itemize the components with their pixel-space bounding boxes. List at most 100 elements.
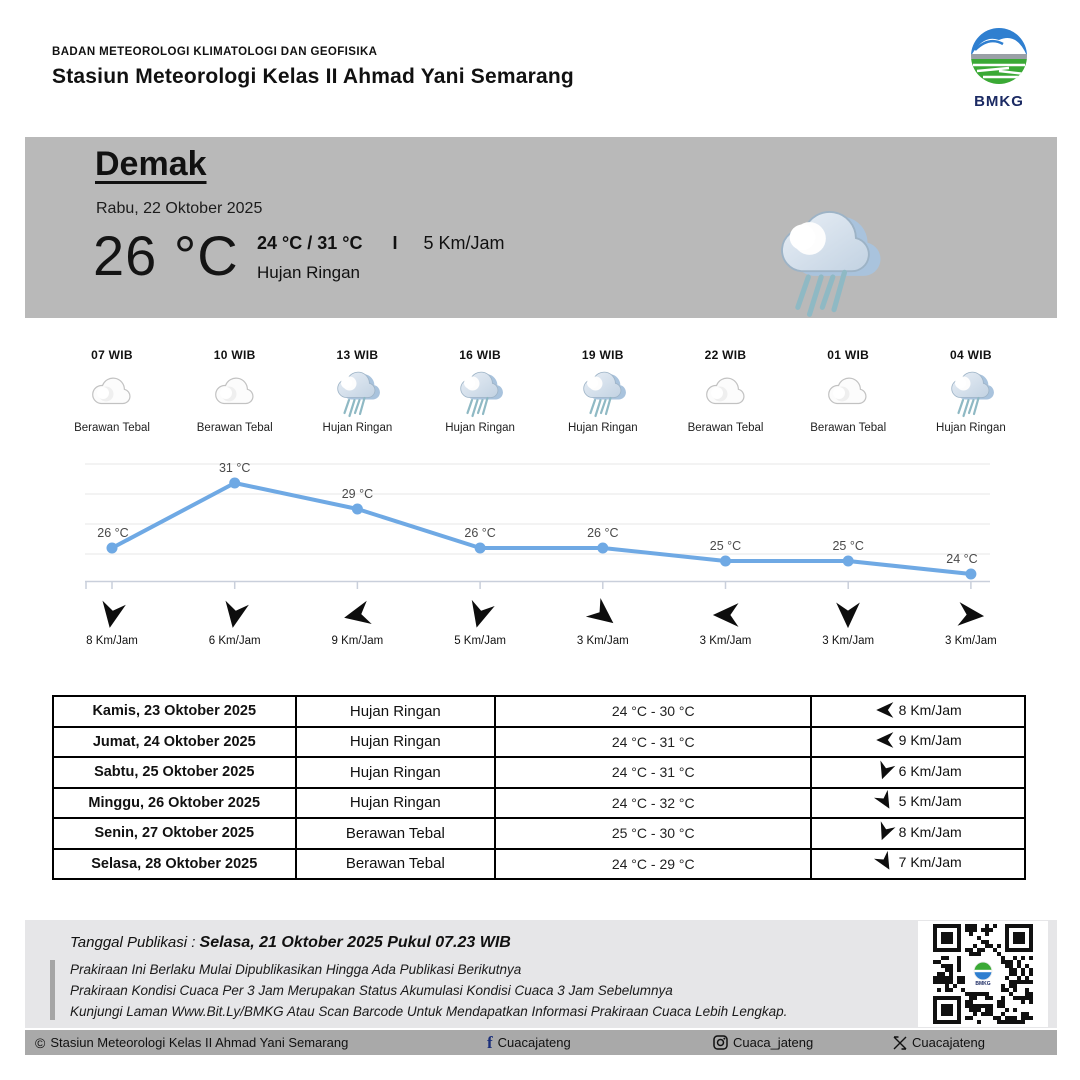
berawan-tebal-icon (702, 370, 750, 418)
wind-direction-arrow (711, 600, 741, 630)
page-title: Stasiun Meteorologi Kelas II Ahmad Yani … (52, 65, 574, 88)
wind-item: 3 Km/Jam (664, 600, 788, 647)
forecast-wind: 7 Km/Jam (810, 847, 1026, 880)
hour-condition: Hujan Ringan (567, 422, 638, 434)
berawan-tebal-icon (88, 370, 136, 418)
current-wind-speed: 5 Km/Jam (423, 233, 505, 253)
forecast-wind: 6 Km/Jam (810, 756, 1026, 789)
svg-text:25 °C: 25 °C (832, 539, 863, 553)
hour-label: 19 WIB (581, 348, 624, 362)
separator: I (392, 233, 398, 253)
forecast-wind: 5 Km/Jam (810, 786, 1026, 819)
current-date: Rabu, 22 Oktober 2025 (96, 200, 263, 217)
wind-direction-arrow (955, 599, 988, 632)
facebook-handle[interactable]: Cuacajateng (497, 1035, 571, 1050)
hourly-item: 19 WIB Hujan Ringan (541, 348, 665, 434)
banner-details: 24 °C / 31 °C I 5 Km/Jam Hujan Ringan (257, 233, 505, 283)
hour-label: 22 WIB (704, 348, 747, 362)
facebook-link[interactable]: f Cuacajateng (487, 1030, 571, 1055)
hujan-ringan-icon (947, 370, 995, 418)
hourly-item: 04 WIB Hujan Ringan (909, 348, 1033, 434)
hujan-ringan-icon (456, 370, 504, 418)
wind-direction-arrow (217, 598, 252, 633)
qr-code: BMKG (918, 921, 1048, 1027)
wind-speed-label: 9 Km/Jam (331, 635, 384, 647)
hour-label: 04 WIB (949, 348, 992, 362)
instagram-link[interactable]: Cuaca_jateng (713, 1030, 813, 1055)
forecast-condition: Hujan Ringan (294, 695, 497, 728)
forecast-date: Minggu, 26 Oktober 2025 (52, 786, 297, 819)
forecast-condition: Hujan Ringan (294, 725, 497, 758)
bmkg-logo-label: BMKG (974, 93, 1024, 110)
wind-direction-arrow (871, 849, 898, 876)
forecast-date: Senin, 27 Oktober 2025 (52, 817, 297, 850)
wind-item: 3 Km/Jam (786, 600, 910, 647)
x-icon[interactable] (893, 1035, 907, 1050)
table-row: Jumat, 24 Oktober 2025 Hujan Ringan 24 °C … (52, 725, 1026, 758)
wind-speed-label: 3 Km/Jam (576, 635, 629, 647)
hourly-item: 13 WIB Hujan Ringan (295, 348, 419, 434)
bmkg-logo-icon (969, 28, 1029, 90)
hujan-ringan-icon (579, 370, 627, 418)
hour-label: 13 WIB (336, 348, 379, 362)
forecast-temp-range: 24 °C - 31 °C (494, 725, 813, 758)
wind-speed-label: 3 Km/Jam (699, 635, 752, 647)
wind-speed-label: 5 Km/Jam (454, 635, 506, 647)
hour-condition: Berawan Tebal (74, 422, 150, 434)
forecast-temp-range: 24 °C - 32 °C (494, 786, 813, 819)
copyright: © Stasiun Meteorologi Kelas II Ahmad Yan… (35, 1030, 348, 1055)
wind-direction-arrow (833, 600, 863, 630)
daily-forecast-table: Kamis, 23 Oktober 2025 Hujan Ringan 24 °C … (52, 695, 1026, 880)
wind-speed-label: 3 Km/Jam (822, 635, 875, 647)
instagram-icon[interactable] (713, 1035, 728, 1050)
svg-text:29 °C: 29 °C (342, 487, 373, 501)
hour-condition: Berawan Tebal (687, 422, 764, 434)
berawan-tebal-icon (824, 370, 872, 418)
facebook-icon[interactable]: f (487, 1033, 493, 1052)
x-handle[interactable]: Cuacajateng (912, 1035, 985, 1050)
wind-item: 8 Km/Jam (50, 600, 174, 647)
rain-cloud-icon (768, 207, 886, 319)
wind-item: 6 Km/Jam (173, 600, 297, 647)
hujan-ringan-icon (333, 370, 381, 418)
temperature-chart: 26 °C 31 °C 29 °C 26 °C 26 °C 25 °C 25 °C 24 °C (85, 458, 990, 598)
publication-value: Selasa, 21 Oktober 2025 Pukul 07.23 WIB (199, 934, 511, 951)
table-row: Selasa, 28 Oktober 2025 Berawan Tebal 24 °… (52, 847, 1026, 880)
forecast-condition: Berawan Tebal (294, 817, 497, 850)
current-condition: Hujan Ringan (257, 263, 361, 282)
wind-direction-arrow (875, 730, 895, 750)
wind-direction-arrow (871, 788, 898, 815)
forecast-wind-speed: 9 Km/Jam (898, 732, 962, 749)
svg-text:26 °C: 26 °C (587, 526, 618, 540)
hourly-item: 01 WIB Berawan Tebal (786, 348, 910, 434)
wind-direction-arrow (95, 598, 130, 633)
svg-text:24 °C: 24 °C (946, 552, 977, 566)
svg-text:BMKG: BMKG (975, 981, 990, 987)
hourly-item: 22 WIB Berawan Tebal (664, 348, 788, 434)
wind-direction-arrow (872, 758, 898, 784)
wind-item: 3 Km/Jam (909, 600, 1033, 647)
forecast-temp-range: 24 °C - 30 °C (494, 695, 813, 728)
hour-label: 10 WIB (213, 348, 256, 362)
forecast-temp-range: 24 °C - 29 °C (494, 847, 813, 880)
forecast-condition: Berawan Tebal (294, 847, 497, 880)
wind-direction-arrow (875, 700, 895, 720)
instagram-handle[interactable]: Cuaca_jateng (733, 1035, 814, 1050)
svg-text:31 °C: 31 °C (219, 461, 250, 475)
wind-item: 9 Km/Jam (295, 600, 419, 647)
x-link[interactable]: Cuacajateng (893, 1030, 985, 1055)
hourly-item: 07 WIB Berawan Tebal (50, 348, 174, 434)
publication-date: Tanggal Publikasi : Selasa, 21 Oktober 2… (70, 934, 511, 952)
forecast-temp-range: 24 °C - 31 °C (494, 756, 813, 789)
berawan-tebal-icon (211, 370, 259, 418)
footer-note: Prakiraan Ini Berlaku Mulai Dipublikasik… (70, 962, 522, 977)
current-weather-banner: Demak Rabu, 22 Oktober 2025 26 °C 24 °C … (25, 137, 1057, 318)
wind-direction-arrow (582, 594, 624, 636)
temp-range: 24 °C / 31 °C (257, 233, 363, 253)
publication-label: Tanggal Publikasi : (70, 934, 196, 951)
wind-direction-arrow (462, 597, 499, 634)
publication-footer: Tanggal Publikasi : Selasa, 21 Oktober 2… (25, 920, 1057, 1028)
forecast-wind: 8 Km/Jam (810, 695, 1026, 728)
forecast-wind: 9 Km/Jam (810, 725, 1026, 758)
